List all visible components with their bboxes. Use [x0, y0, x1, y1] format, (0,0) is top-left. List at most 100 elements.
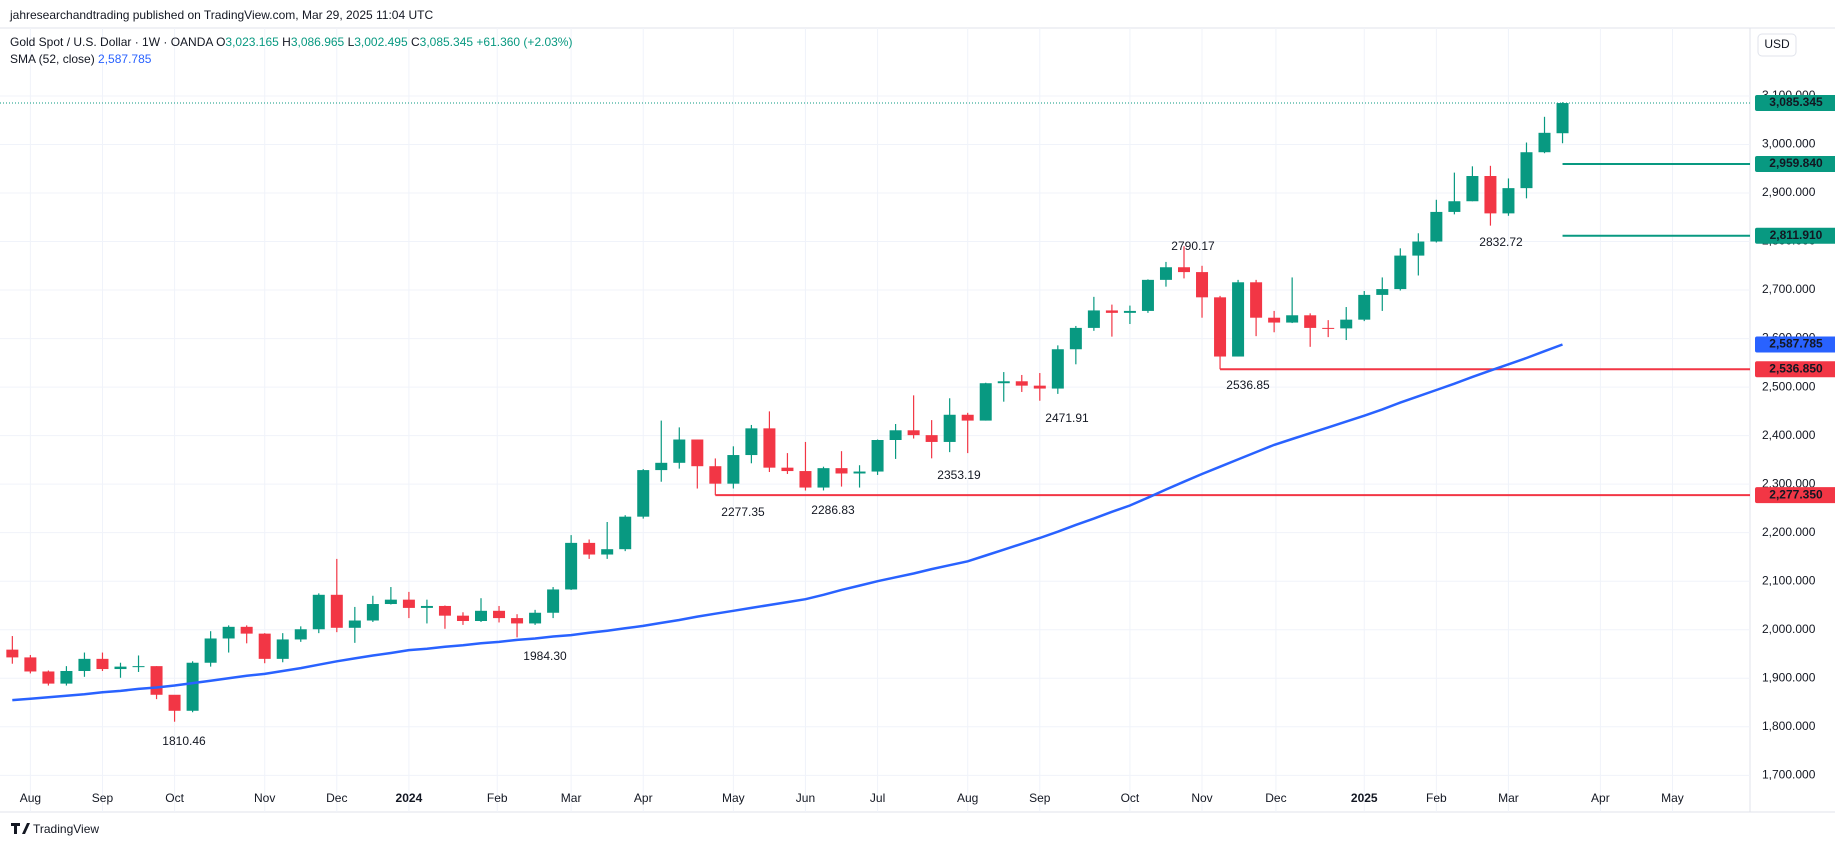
- x-tick-label: Jul: [870, 791, 885, 805]
- candle-body: [1159, 267, 1172, 280]
- y-tick-label: 2,100.000: [1762, 573, 1816, 587]
- candle: [1286, 277, 1299, 324]
- y-tick-label: 1,700.000: [1762, 767, 1816, 781]
- candle-body: [961, 414, 974, 421]
- candle-body: [889, 430, 902, 440]
- candle-body: [132, 666, 145, 668]
- currency-button[interactable]: [1757, 33, 1797, 57]
- level-label: 2,277.350: [1769, 487, 1823, 501]
- candle-body: [1286, 315, 1299, 323]
- candle: [276, 633, 289, 663]
- candle: [943, 398, 956, 453]
- candle: [240, 625, 253, 644]
- candle: [1069, 325, 1082, 365]
- candle: [1196, 265, 1209, 318]
- candle: [529, 609, 542, 625]
- candle-body: [763, 428, 776, 468]
- candle: [1358, 291, 1371, 322]
- candle-body: [1051, 349, 1064, 389]
- candle-body: [1015, 381, 1028, 386]
- candle: [1520, 142, 1533, 199]
- candle-body: [1177, 267, 1190, 273]
- candle-body: [1033, 385, 1046, 389]
- x-tick-label: Aug: [20, 791, 41, 805]
- candle: [511, 614, 524, 638]
- candle: [673, 427, 686, 469]
- symbol: Gold Spot / U.S. Dollar · 1W · OANDA: [10, 35, 213, 49]
- x-tick-label: Feb: [1426, 791, 1447, 805]
- candle: [1051, 345, 1064, 394]
- candle: [565, 535, 578, 590]
- candle: [547, 587, 560, 619]
- candle: [1123, 305, 1136, 325]
- candle-body: [114, 666, 127, 670]
- candle: [1448, 172, 1461, 215]
- candle-body: [583, 542, 596, 555]
- candle-body: [1214, 297, 1227, 357]
- candle-body: [258, 633, 271, 659]
- candle: [1087, 296, 1100, 331]
- candle-body: [204, 638, 217, 663]
- x-tick-label: Dec: [1265, 791, 1286, 805]
- candle: [204, 631, 217, 667]
- candle: [1412, 233, 1425, 276]
- candle: [853, 465, 866, 488]
- candle-body: [1394, 255, 1407, 290]
- candle-body: [348, 620, 361, 628]
- candle: [1033, 373, 1046, 401]
- candle: [1340, 307, 1353, 341]
- candle: [456, 612, 469, 625]
- candle: [384, 587, 397, 605]
- x-tick-label: May: [722, 791, 745, 805]
- candle: [781, 453, 794, 474]
- candle-body: [60, 670, 73, 684]
- candle-body: [330, 594, 343, 628]
- sma-value: 2,587.785: [98, 52, 152, 66]
- candle-body: [1448, 201, 1461, 212]
- candle: [186, 661, 199, 713]
- candle-body: [817, 468, 830, 488]
- candle-body: [1520, 152, 1533, 189]
- plot: 1810.46 1984.30 2277.35 2286.83 2353.19 2471.…: [0, 28, 1750, 812]
- candle-body: [222, 626, 235, 639]
- candle: [168, 694, 181, 722]
- y-tick-label: 2,700.000: [1762, 282, 1816, 296]
- candle: [745, 424, 758, 464]
- candle: [1177, 246, 1190, 279]
- candle-body: [565, 542, 578, 590]
- candle-body: [1358, 294, 1371, 320]
- candle: [817, 466, 830, 491]
- candle-body: [799, 471, 812, 488]
- candle-body: [943, 414, 956, 442]
- candle-body: [78, 658, 91, 671]
- candle-body: [1412, 241, 1425, 256]
- candle: [1556, 102, 1569, 144]
- candle: [961, 412, 974, 454]
- candle-body: [1556, 103, 1569, 134]
- currency[interactable]: USD: [1764, 37, 1790, 51]
- candle-body: [150, 666, 163, 695]
- level-label-box: [1755, 227, 1835, 244]
- candle: [727, 446, 740, 489]
- candle-body: [1430, 211, 1443, 242]
- candle-body: [456, 615, 469, 622]
- level-label: 2,536.850: [1769, 361, 1823, 375]
- candle-body: [529, 612, 542, 624]
- publisher: jahresearchandtrading published on Tradi…: [10, 8, 434, 22]
- candle-body: [691, 439, 704, 467]
- candle: [258, 633, 271, 664]
- candle-body: [907, 430, 920, 436]
- candle: [1322, 320, 1335, 338]
- y-tick-label: 2,500.000: [1762, 379, 1816, 393]
- candle-body: [1268, 317, 1281, 323]
- candle-body: [420, 605, 433, 608]
- candle: [1376, 277, 1389, 311]
- candle: [78, 652, 91, 677]
- candle-body: [1466, 176, 1479, 202]
- sma-line: [12, 343, 1563, 702]
- candle-body: [1087, 310, 1100, 328]
- candle-body: [1196, 272, 1209, 298]
- candle-body: [475, 610, 488, 622]
